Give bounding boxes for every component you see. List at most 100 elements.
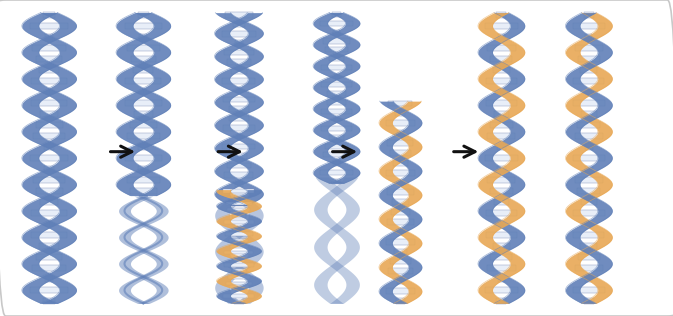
FancyBboxPatch shape <box>139 34 147 40</box>
FancyBboxPatch shape <box>48 89 50 95</box>
FancyBboxPatch shape <box>386 120 415 126</box>
FancyBboxPatch shape <box>45 276 53 282</box>
FancyBboxPatch shape <box>134 111 153 117</box>
FancyBboxPatch shape <box>487 133 516 139</box>
FancyBboxPatch shape <box>486 100 517 106</box>
FancyBboxPatch shape <box>238 88 240 93</box>
FancyBboxPatch shape <box>30 155 68 161</box>
FancyBboxPatch shape <box>584 12 594 18</box>
FancyBboxPatch shape <box>322 108 351 114</box>
FancyBboxPatch shape <box>40 111 59 117</box>
FancyBboxPatch shape <box>31 100 67 106</box>
FancyBboxPatch shape <box>222 144 256 149</box>
FancyBboxPatch shape <box>229 116 249 121</box>
FancyBboxPatch shape <box>223 294 254 297</box>
FancyBboxPatch shape <box>36 122 63 128</box>
FancyBboxPatch shape <box>497 166 505 172</box>
FancyBboxPatch shape <box>390 150 411 156</box>
FancyBboxPatch shape <box>31 232 67 238</box>
FancyBboxPatch shape <box>387 219 414 225</box>
FancyBboxPatch shape <box>573 100 604 106</box>
FancyBboxPatch shape <box>30 23 68 29</box>
FancyBboxPatch shape <box>332 12 341 17</box>
FancyBboxPatch shape <box>32 45 66 52</box>
FancyBboxPatch shape <box>386 288 415 294</box>
FancyBboxPatch shape <box>400 179 401 185</box>
FancyBboxPatch shape <box>36 56 62 62</box>
FancyBboxPatch shape <box>493 111 509 117</box>
FancyBboxPatch shape <box>573 287 605 293</box>
FancyBboxPatch shape <box>335 74 338 79</box>
FancyBboxPatch shape <box>325 47 348 52</box>
FancyBboxPatch shape <box>486 78 517 84</box>
FancyBboxPatch shape <box>327 100 346 105</box>
FancyBboxPatch shape <box>227 59 251 65</box>
FancyBboxPatch shape <box>394 249 407 254</box>
FancyBboxPatch shape <box>39 67 59 73</box>
FancyBboxPatch shape <box>43 12 55 18</box>
FancyBboxPatch shape <box>44 144 54 150</box>
FancyBboxPatch shape <box>322 82 351 88</box>
FancyBboxPatch shape <box>231 69 247 74</box>
FancyBboxPatch shape <box>588 89 590 95</box>
FancyBboxPatch shape <box>332 179 341 184</box>
FancyBboxPatch shape <box>139 166 148 172</box>
FancyBboxPatch shape <box>493 67 510 73</box>
FancyBboxPatch shape <box>31 78 67 84</box>
FancyBboxPatch shape <box>498 276 505 282</box>
FancyBboxPatch shape <box>223 189 254 193</box>
FancyBboxPatch shape <box>581 111 597 117</box>
FancyBboxPatch shape <box>224 50 254 55</box>
FancyBboxPatch shape <box>223 125 254 131</box>
FancyBboxPatch shape <box>497 298 506 304</box>
FancyBboxPatch shape <box>229 239 248 242</box>
FancyBboxPatch shape <box>227 163 251 168</box>
FancyBboxPatch shape <box>399 229 402 235</box>
FancyBboxPatch shape <box>580 243 598 249</box>
FancyBboxPatch shape <box>224 172 254 178</box>
FancyBboxPatch shape <box>497 144 505 150</box>
FancyBboxPatch shape <box>485 23 518 29</box>
FancyBboxPatch shape <box>390 258 411 264</box>
FancyBboxPatch shape <box>222 31 256 37</box>
FancyBboxPatch shape <box>578 254 600 260</box>
FancyBboxPatch shape <box>329 56 344 61</box>
FancyBboxPatch shape <box>573 23 605 29</box>
FancyBboxPatch shape <box>580 67 598 73</box>
FancyBboxPatch shape <box>487 177 516 183</box>
FancyBboxPatch shape <box>36 188 63 194</box>
FancyBboxPatch shape <box>130 122 157 128</box>
FancyBboxPatch shape <box>130 188 157 194</box>
FancyBboxPatch shape <box>234 200 244 206</box>
FancyBboxPatch shape <box>487 45 516 52</box>
FancyBboxPatch shape <box>575 264 603 271</box>
FancyBboxPatch shape <box>491 56 512 62</box>
FancyBboxPatch shape <box>127 45 160 52</box>
FancyBboxPatch shape <box>581 199 597 205</box>
FancyBboxPatch shape <box>396 111 405 116</box>
FancyBboxPatch shape <box>222 191 256 197</box>
FancyBboxPatch shape <box>573 78 604 84</box>
FancyBboxPatch shape <box>238 226 240 230</box>
FancyBboxPatch shape <box>229 245 248 248</box>
FancyBboxPatch shape <box>335 117 338 122</box>
FancyBboxPatch shape <box>232 269 246 273</box>
FancyBboxPatch shape <box>588 221 590 227</box>
FancyBboxPatch shape <box>392 199 409 205</box>
FancyBboxPatch shape <box>44 166 54 172</box>
FancyBboxPatch shape <box>386 170 415 175</box>
FancyBboxPatch shape <box>224 251 254 254</box>
FancyBboxPatch shape <box>232 153 246 159</box>
FancyBboxPatch shape <box>234 21 244 27</box>
FancyBboxPatch shape <box>223 220 254 224</box>
FancyBboxPatch shape <box>238 257 240 261</box>
FancyBboxPatch shape <box>329 135 344 140</box>
FancyBboxPatch shape <box>332 30 341 35</box>
FancyBboxPatch shape <box>224 263 254 267</box>
FancyBboxPatch shape <box>125 100 162 106</box>
FancyBboxPatch shape <box>234 300 244 304</box>
FancyBboxPatch shape <box>32 264 66 271</box>
FancyBboxPatch shape <box>388 100 413 106</box>
FancyBboxPatch shape <box>125 23 162 29</box>
FancyBboxPatch shape <box>573 232 604 238</box>
